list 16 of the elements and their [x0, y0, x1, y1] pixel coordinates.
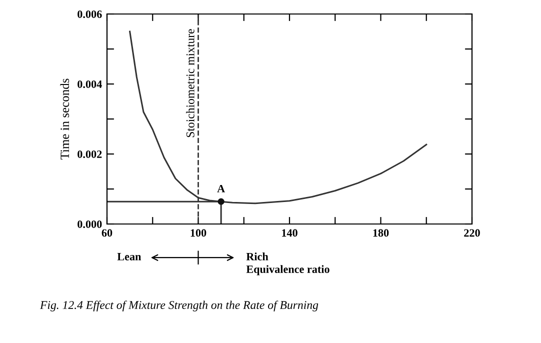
caption: Fig. 12.4 Effect of Mixture Strength on the Rate of Burning [40, 300, 318, 312]
annotation: A [217, 184, 225, 192]
text: Rich [246, 252, 268, 260]
x-tick-label: 100 [190, 229, 206, 237]
x-axis-title: Equivalence ratio [246, 265, 330, 276]
y-tick-label: 0.004 [78, 80, 102, 88]
y-tick-label: 0.006 [78, 10, 102, 18]
ref-line-label: Stoichiometric mixture [186, 29, 194, 138]
y-axis-title: Time in seconds [60, 78, 70, 160]
text: Lean [117, 252, 142, 260]
x-tick-label: 180 [373, 229, 389, 237]
x-tick-label: 60 [102, 229, 112, 237]
x-tick-label: 220 [464, 229, 480, 237]
x-tick-label: 140 [282, 229, 298, 237]
y-tick-label: 0.000 [78, 220, 102, 228]
y-tick-label: 0.002 [78, 150, 102, 158]
